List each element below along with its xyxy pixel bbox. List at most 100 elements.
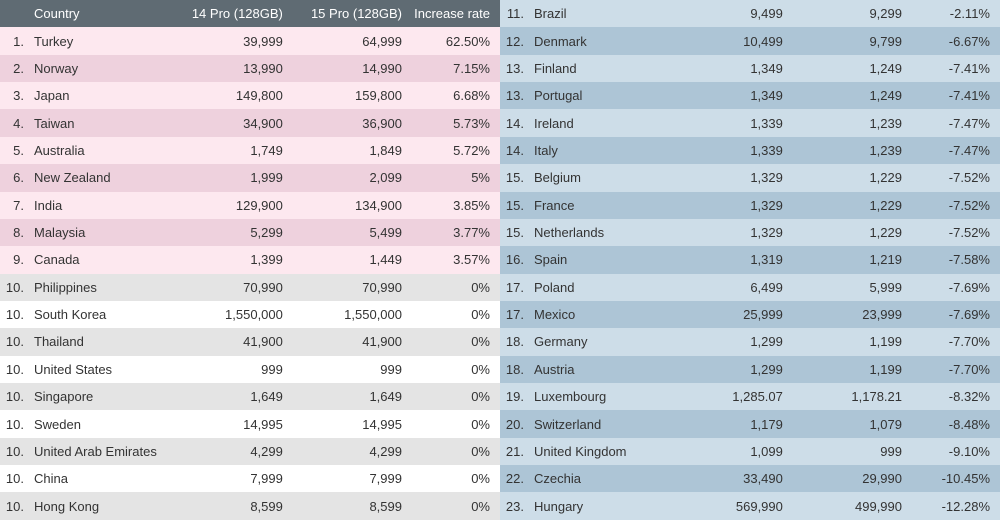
cell-15pro: 14,990	[289, 61, 408, 76]
table-row: 10.South Korea1,550,0001,550,0000%	[0, 301, 500, 328]
cell-country: Netherlands	[528, 225, 670, 240]
cell-14pro: 1,649	[170, 389, 289, 404]
cell-14pro: 1,329	[670, 198, 789, 213]
table-row: 16.Spain1,3191,219-7.58%	[500, 246, 1000, 273]
cell-rate: -12.28%	[908, 499, 994, 514]
cell-rate: -7.58%	[908, 252, 994, 267]
cell-country: Taiwan	[28, 116, 170, 131]
table-row: 5.Australia1,7491,8495.72%	[0, 137, 500, 164]
cell-country: Japan	[28, 88, 170, 103]
cell-15pro: 7,999	[289, 471, 408, 486]
cell-rate: -7.47%	[908, 143, 994, 158]
cell-14pro: 1,339	[670, 143, 789, 158]
cell-15pro: 1,079	[789, 417, 908, 432]
table-header: Country14 Pro (128GB)15 Pro (128GB)Incre…	[0, 0, 500, 27]
cell-14pro: 70,990	[170, 280, 289, 295]
cell-15pro: 1,550,000	[289, 307, 408, 322]
cell-rank: 14.	[500, 143, 528, 158]
cell-15pro: 1,239	[789, 143, 908, 158]
table-row: 17.Poland6,4995,999-7.69%	[500, 274, 1000, 301]
table-row: 20.Switzerland1,1791,079-8.48%	[500, 410, 1000, 437]
cell-rate: -9.10%	[908, 444, 994, 459]
cell-15pro: 23,999	[789, 307, 908, 322]
table-row: 14.Ireland1,3391,239-7.47%	[500, 109, 1000, 136]
cell-country: Brazil	[528, 6, 670, 21]
cell-rate: -6.67%	[908, 34, 994, 49]
cell-country: South Korea	[28, 307, 170, 322]
cell-country: Germany	[528, 334, 670, 349]
table-row: 11.Brazil9,4999,299-2.11%	[500, 0, 1000, 27]
cell-14pro: 1,749	[170, 143, 289, 158]
cell-rate: 0%	[408, 389, 494, 404]
cell-15pro: 1,229	[789, 225, 908, 240]
cell-rank: 23.	[500, 499, 528, 514]
table-row: 10.Thailand41,90041,9000%	[0, 328, 500, 355]
cell-rate: -8.48%	[908, 417, 994, 432]
cell-rank: 10.	[0, 389, 28, 404]
cell-14pro: 149,800	[170, 88, 289, 103]
cell-country: United Kingdom	[528, 444, 670, 459]
cell-15pro: 134,900	[289, 198, 408, 213]
table-row: 7.India129,900134,9003.85%	[0, 192, 500, 219]
table-row: 13.Finland1,3491,249-7.41%	[500, 55, 1000, 82]
col-rate: Increase rate	[408, 6, 494, 21]
cell-country: Czechia	[528, 471, 670, 486]
cell-rate: -7.69%	[908, 307, 994, 322]
cell-rate: -7.52%	[908, 170, 994, 185]
cell-rank: 3.	[0, 88, 28, 103]
col-15pro: 15 Pro (128GB)	[289, 6, 408, 21]
cell-rate: 0%	[408, 334, 494, 349]
cell-rank: 15.	[500, 225, 528, 240]
cell-rate: 0%	[408, 417, 494, 432]
cell-rate: -7.41%	[908, 61, 994, 76]
cell-rank: 14.	[500, 116, 528, 131]
cell-14pro: 7,999	[170, 471, 289, 486]
cell-rate: 0%	[408, 280, 494, 295]
cell-rank: 17.	[500, 280, 528, 295]
cell-14pro: 1,550,000	[170, 307, 289, 322]
cell-14pro: 1,285.07	[670, 389, 789, 404]
cell-country: Australia	[28, 143, 170, 158]
cell-14pro: 1,099	[670, 444, 789, 459]
cell-15pro: 36,900	[289, 116, 408, 131]
cell-rate: -7.70%	[908, 334, 994, 349]
cell-15pro: 1,219	[789, 252, 908, 267]
cell-rate: 0%	[408, 362, 494, 377]
cell-15pro: 5,999	[789, 280, 908, 295]
cell-14pro: 1,399	[170, 252, 289, 267]
cell-country: France	[528, 198, 670, 213]
cell-15pro: 14,995	[289, 417, 408, 432]
cell-14pro: 39,999	[170, 34, 289, 49]
cell-rank: 19.	[500, 389, 528, 404]
cell-rate: -7.47%	[908, 116, 994, 131]
cell-country: India	[28, 198, 170, 213]
cell-14pro: 1,299	[670, 362, 789, 377]
cell-14pro: 8,599	[170, 499, 289, 514]
cell-country: Philippines	[28, 280, 170, 295]
cell-14pro: 25,999	[670, 307, 789, 322]
cell-rank: 15.	[500, 198, 528, 213]
table-row: 3.Japan149,800159,8006.68%	[0, 82, 500, 109]
cell-15pro: 1,229	[789, 198, 908, 213]
cell-rank: 7.	[0, 198, 28, 213]
table-row: 10.United States9999990%	[0, 356, 500, 383]
cell-15pro: 1,449	[289, 252, 408, 267]
table-row: 15.France1,3291,229-7.52%	[500, 192, 1000, 219]
table-row: 15.Netherlands1,3291,229-7.52%	[500, 219, 1000, 246]
table-row: 17.Mexico25,99923,999-7.69%	[500, 301, 1000, 328]
cell-rank: 10.	[0, 334, 28, 349]
cell-rate: -8.32%	[908, 389, 994, 404]
cell-rank: 6.	[0, 170, 28, 185]
cell-14pro: 14,995	[170, 417, 289, 432]
cell-14pro: 9,499	[670, 6, 789, 21]
cell-14pro: 10,499	[670, 34, 789, 49]
table-row: 15.Belgium1,3291,229-7.52%	[500, 164, 1000, 191]
cell-15pro: 1,849	[289, 143, 408, 158]
table-row: 21.United Kingdom1,099999-9.10%	[500, 438, 1000, 465]
col-14pro: 14 Pro (128GB)	[170, 6, 289, 21]
table-row: 18.Austria1,2991,199-7.70%	[500, 356, 1000, 383]
cell-15pro: 5,499	[289, 225, 408, 240]
cell-country: Canada	[28, 252, 170, 267]
cell-rank: 2.	[0, 61, 28, 76]
cell-rate: 5%	[408, 170, 494, 185]
